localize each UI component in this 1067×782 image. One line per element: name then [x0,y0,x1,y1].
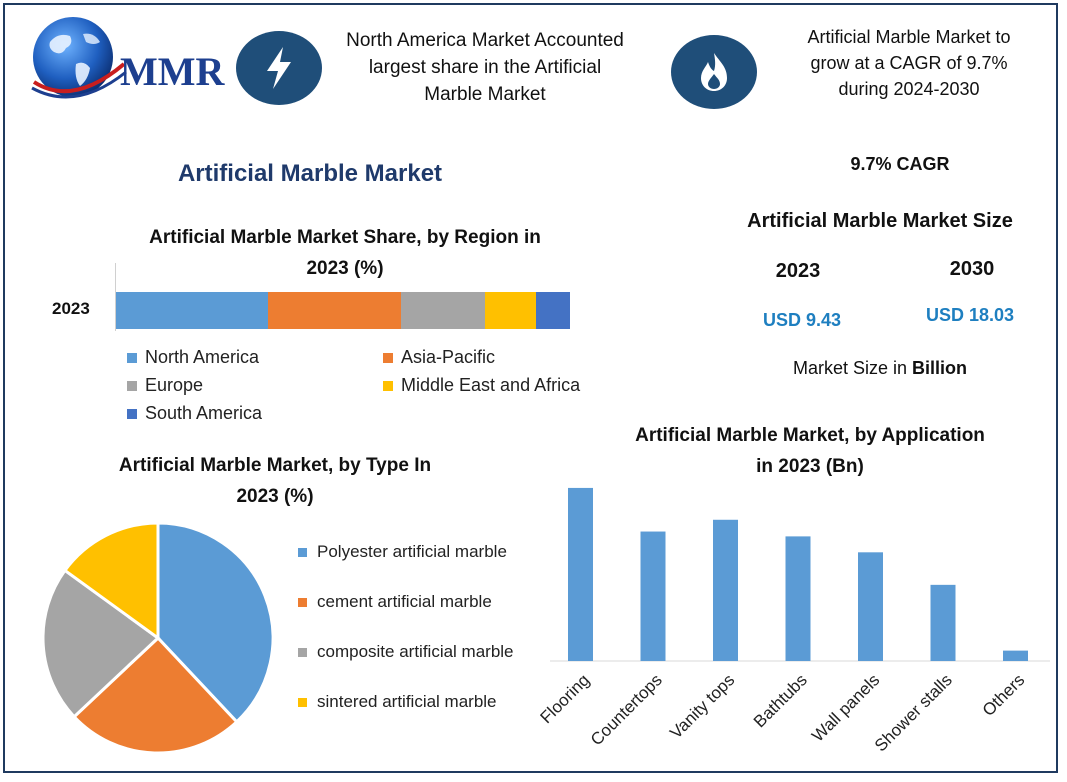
value-2023: USD 9.43 [762,310,842,330]
pie-slice-polyester-artificial-marble [156,521,275,724]
title-line: Artificial Marble Market Share, by Regio… [149,227,541,248]
flame-icon [671,35,757,109]
callout-north-america: North America Market Accounted largest s… [322,27,648,108]
legend-north-america: North America [127,347,259,368]
legend-label: sintered artificial marble [317,692,497,711]
region-segment-middle-east-and-africa [485,292,536,329]
unit-bold: Billion [912,358,968,378]
title-line: Artificial Marble Market, by Type In [118,455,432,476]
region-segment-asia-pacific [268,292,402,329]
region-segment-north-america [116,292,269,329]
lightning-icon [236,31,322,105]
application-chart-title: Artificial Marble Market, by Application… [575,420,1045,482]
value-2030: USD 18.03 [925,305,1015,325]
legend-swatch [298,547,307,557]
legend-label: Europe [145,375,204,395]
callout-line: North America Market Accounted [346,30,624,51]
pie-legend-sintered: sintered artificial marble [298,692,497,712]
type-chart-title: Artificial Marble Market, by Type In 202… [70,450,480,512]
x-tick-label: Shower stalls [871,670,956,755]
x-tick-label: Flooring [540,670,593,727]
unit-prefix: Market Size in [792,358,913,378]
pie-slice-cement-artificial-marble [72,635,239,755]
region-chart-title: Artificial Marble Market Share, by Regio… [100,222,590,284]
callout-line: Artificial Marble Market to [807,27,1011,47]
pie-legend-polyester: Polyester artificial marble [298,542,507,562]
region-category-label: 2023 [52,299,90,318]
legend-swatch [383,352,393,363]
legend-swatch [298,597,307,607]
cagr-label: 9.7% CAGR [850,154,950,174]
title-line: 2023 (%) [306,258,384,279]
x-tick-label: Countertops [587,670,666,749]
legend-swatch [298,647,307,657]
type-pie-chart [41,521,275,755]
callout-line: grow at a CAGR of 9.7% [810,53,1008,73]
legend-swatch [298,697,307,707]
bar-countertops [640,531,666,661]
globe-icon [28,12,128,107]
bar-others [1003,650,1028,661]
bar-bathtubs [785,536,811,661]
x-tick-label: Bathtubs [750,670,811,731]
main-title: Artificial Marble Market [177,160,443,187]
pie-legend-composite: composite artificial marble [298,642,514,662]
callout-line: during 2024-2030 [838,79,980,99]
year-2030: 2030 [949,258,995,280]
legend-asia-pacific: Asia-Pacific [383,347,495,368]
legend-europe: Europe [127,375,203,396]
title-line: 2023 (%) [236,486,314,507]
pie-slice-sintered-artificial-marble [62,521,160,641]
pie-legend-cement: cement artificial marble [298,592,492,612]
callout-line: largest share in the Artificial [368,57,602,78]
x-tick-label: Others [979,670,1029,720]
callout-line: Marble Market [424,84,546,105]
bar-wall-panels [858,552,883,661]
bar-vanity-tops [713,519,738,661]
region-segment-europe [401,292,486,329]
logo-text: MMR [120,49,225,94]
legend-label: cement artificial marble [317,592,492,611]
mmr-logo: MMR [28,12,224,107]
legend-label: Middle East and Africa [401,375,581,395]
region-stacked-bar [116,292,570,329]
legend-swatch [127,352,137,363]
title-line: in 2023 (Bn) [756,456,864,477]
market-size-title: Artificial Marble Market Size [747,210,1013,232]
legend-label: composite artificial marble [317,642,514,661]
x-tick-label: Wall panels [808,670,883,745]
year-2023: 2023 [775,260,821,282]
unit-note: Market Size in Billion [760,358,1000,379]
bar-flooring [568,487,593,661]
legend-label: Asia-Pacific [401,347,496,367]
bar-shower-stalls [930,584,956,661]
callout-cagr: Artificial Marble Market to grow at a CA… [778,24,1040,102]
legend-swatch [127,380,137,391]
x-tick-label: Vanity tops [666,670,738,742]
region-axis-line [115,263,116,331]
legend-label: South America [145,403,263,423]
legend-swatch [383,380,393,391]
pie-slice-composite-artificial-marble [41,568,161,719]
region-segment-south-america [535,292,570,329]
legend-middle-east-africa: Middle East and Africa [383,375,580,396]
legend-swatch [127,408,137,419]
title-line: Artificial Marble Market, by Application [635,425,985,446]
legend-south-america: South America [127,403,262,424]
legend-label: North America [145,347,260,367]
legend-label: Polyester artificial marble [317,542,507,561]
